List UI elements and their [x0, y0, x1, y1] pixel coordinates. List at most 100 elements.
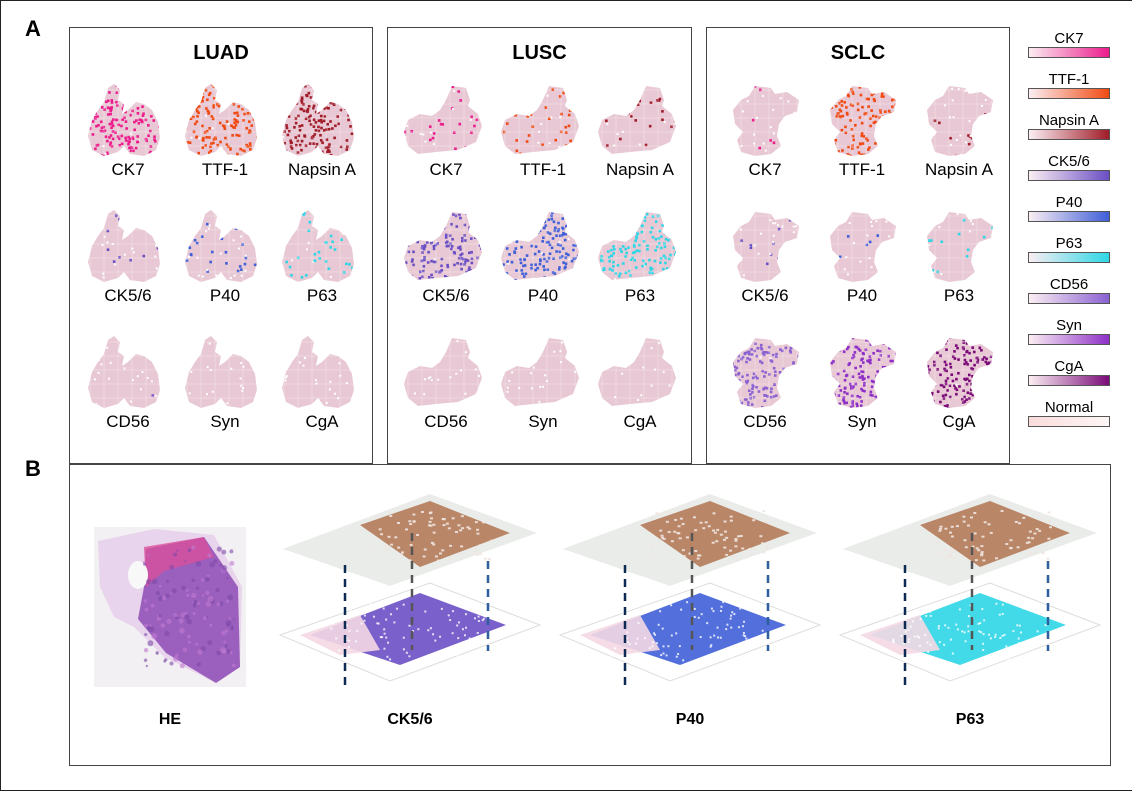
tissue-map-image: [733, 338, 799, 408]
tissue-map-image: [404, 86, 482, 154]
marker-label: Napsin A: [605, 160, 675, 179]
tissue-map-image: [88, 84, 160, 156]
tissue-background: [733, 86, 799, 156]
tissue-background: [598, 338, 676, 406]
legend-item-normal: Normal: [1028, 399, 1110, 427]
legend-item-cd56: CD56: [1028, 276, 1110, 304]
tissue-map-sclc-ttf1: TTF-1: [812, 80, 912, 190]
tissue-map-image: [501, 338, 579, 406]
legend-item-p40: P40: [1028, 194, 1110, 222]
marker-label: Syn: [847, 412, 877, 431]
legend-label: Syn: [1056, 317, 1082, 334]
marker-label: CgA: [623, 412, 657, 431]
group-luad: LUAD CK7 TTF-1 Napsin A CK5/6 P40 P63 CD56 Syn C…: [69, 27, 373, 464]
legend-item-ttf1: TTF-1: [1028, 71, 1110, 99]
group-title: LUAD: [193, 42, 249, 64]
legend-item-napsina: Napsin A: [1028, 112, 1110, 140]
marker-label: CK5/6: [104, 286, 152, 305]
legend-item-cga: CgA: [1028, 358, 1110, 386]
panel-b-letter: B: [25, 456, 41, 481]
stack-label: P40: [675, 711, 705, 728]
tissue-background: [404, 86, 482, 154]
tissue-background: [282, 336, 354, 408]
tissue-map-image: [404, 212, 482, 280]
legend-label: CK7: [1054, 30, 1084, 47]
tissue-map-lusc-ck56: CK5/6: [396, 206, 496, 316]
legend-color-bar: [1028, 88, 1110, 99]
marker-label: P40: [209, 286, 241, 305]
tissue-background: [501, 86, 579, 154]
tissue-map-image: [88, 210, 160, 282]
tissue-map-image: [830, 86, 896, 156]
legend-color-bar: [1028, 252, 1110, 263]
tissue-background: [88, 84, 160, 156]
tissue-map-lusc-cga: CgA: [590, 332, 690, 442]
legend-label: P40: [1055, 194, 1083, 211]
tissue-background: [501, 338, 579, 406]
group-title: LUSC: [512, 42, 567, 64]
tissue-background: [282, 210, 354, 282]
tissue-map-image: [733, 86, 799, 156]
marker-label: CK7: [748, 160, 782, 179]
spatial-map-layer: [278, 582, 542, 682]
stack-label: P63: [955, 711, 985, 728]
legend-color-bar: [1028, 211, 1110, 222]
legend-color-bar: [1028, 416, 1110, 427]
tissue-background: [927, 212, 993, 282]
marker-label: CK5/6: [422, 286, 470, 305]
tissue-map-sclc-syn: Syn: [812, 332, 912, 442]
tissue-map-sclc-cd56: CD56: [715, 332, 815, 442]
tissue-map-luad-ck56: CK5/6: [78, 206, 178, 316]
tissue-map-image: [282, 210, 354, 282]
tissue-map-image: [598, 86, 676, 154]
tissue-map-lusc-p63: P63: [590, 206, 690, 316]
tissue-background: [88, 336, 160, 408]
tissue-map-sclc-ck7: CK7: [715, 80, 815, 190]
marker-label: CK7: [111, 160, 145, 179]
legend-label: CK5/6: [1048, 153, 1090, 170]
tissue-background: [927, 86, 993, 156]
panel-a-letter: A: [25, 16, 41, 41]
tissue-background: [598, 86, 676, 154]
marker-label: Syn: [210, 412, 240, 431]
tissue-background: [733, 212, 799, 282]
tissue-map-lusc-ck7: CK7: [396, 80, 496, 190]
tissue-background: [830, 212, 896, 282]
legend-label: TTF-1: [1048, 71, 1090, 88]
legend-color-bar: [1028, 375, 1110, 386]
legend-item-ck56: CK5/6: [1028, 153, 1110, 181]
tissue-map-lusc-ttf1: TTF-1: [493, 80, 593, 190]
tissue-map-image: [733, 212, 799, 282]
tissue-map-luad-p40: P40: [175, 206, 275, 316]
tissue-map-image: [501, 212, 579, 280]
marker-label: TTF-1: [201, 160, 249, 179]
marker-label: P63: [306, 286, 338, 305]
tissue-background: [830, 86, 896, 156]
tissue-map-image: [830, 338, 896, 408]
tissue-map-image: [282, 336, 354, 408]
tissue-map-image: [927, 212, 993, 282]
legend-color-bar: [1028, 129, 1110, 140]
marker-label: CgA: [305, 412, 339, 431]
tissue-map-lusc-cd56: CD56: [396, 332, 496, 442]
panel-b-box: HE CK5/6 P40 P63: [69, 464, 1111, 766]
tissue-map-luad-syn: Syn: [175, 332, 275, 442]
tissue-map-luad-cga: CgA: [272, 332, 372, 442]
marker-label: CD56: [743, 412, 787, 431]
tissue-map-luad-cd56: CD56: [78, 332, 178, 442]
marker-label: CK5/6: [741, 286, 789, 305]
tissue-map-image: [927, 86, 993, 156]
stack-p40: P40: [550, 475, 830, 730]
tissue-background: [185, 84, 257, 156]
marker-label: Syn: [528, 412, 558, 431]
tissue-map-luad-ck7: CK7: [78, 80, 178, 190]
tissue-map-sclc-p40: P40: [812, 206, 912, 316]
group-lusc: LUSC CK7 TTF-1 Napsin A CK5/6 P40 P63 CD56 Syn C…: [387, 27, 692, 464]
marker-label: P63: [943, 286, 975, 305]
marker-label: CD56: [106, 412, 150, 431]
legend-label: Napsin A: [1038, 112, 1100, 129]
tissue-map-image: [282, 84, 354, 156]
tissue-background: [185, 336, 257, 408]
stack-ck56: CK5/6: [270, 475, 550, 730]
tissue-map-sclc-p63: P63: [909, 206, 1009, 316]
